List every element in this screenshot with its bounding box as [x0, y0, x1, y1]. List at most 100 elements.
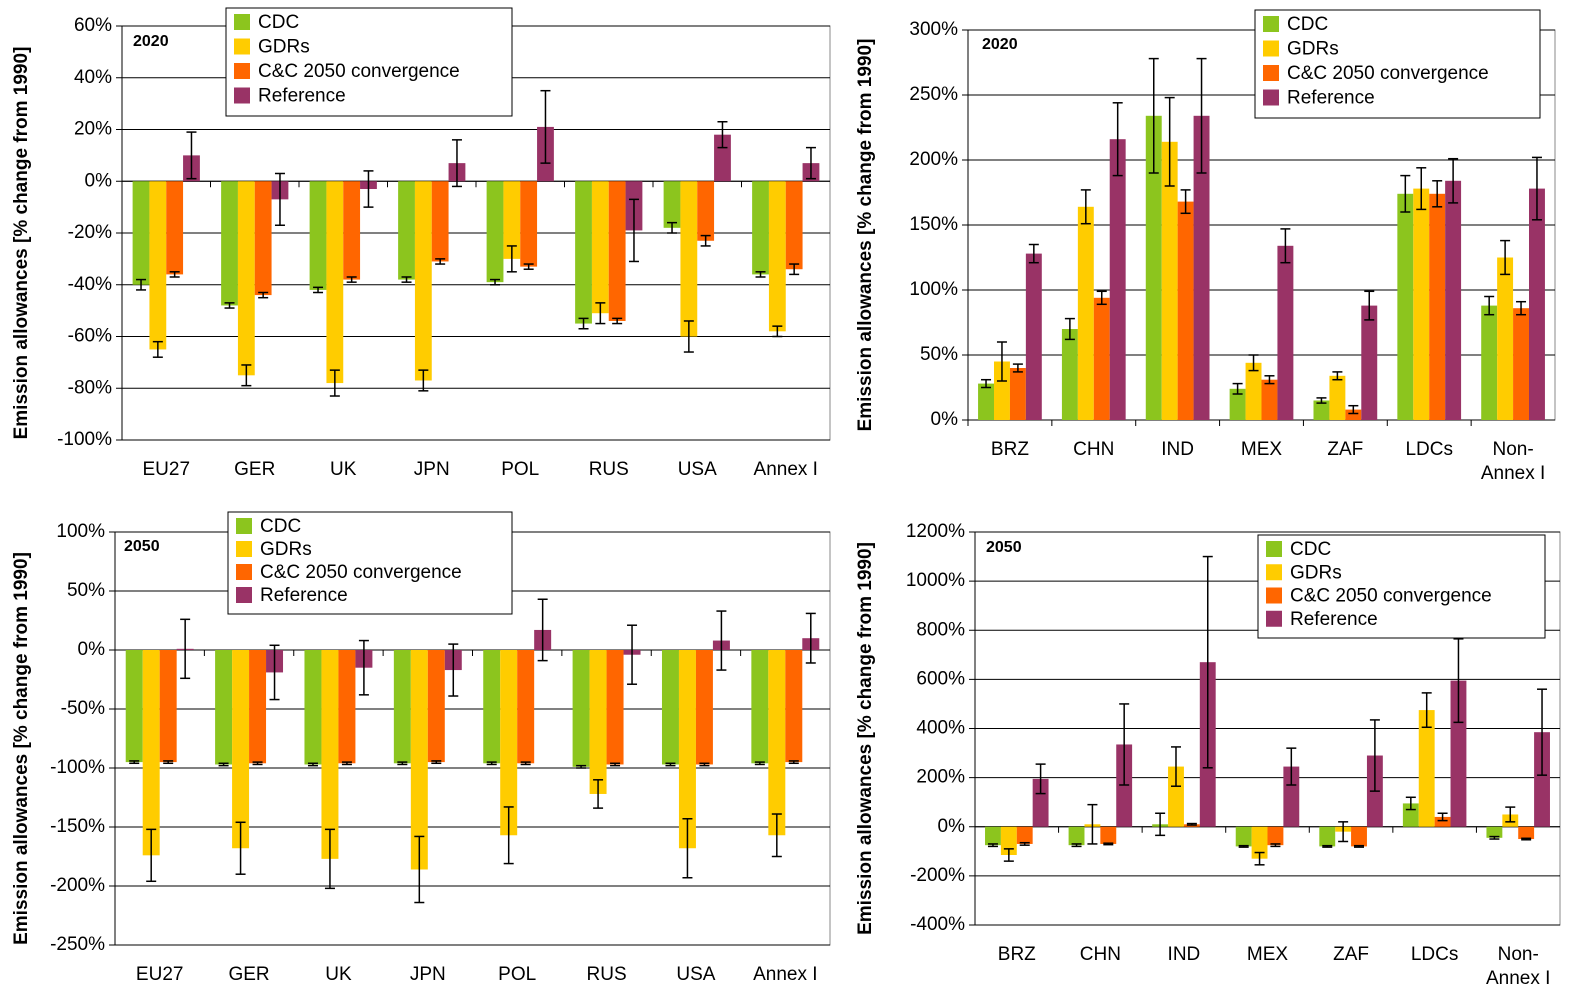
bar: [695, 650, 713, 765]
legend-label: C&C 2050 convergence: [258, 61, 460, 82]
error-bar: [1164, 96, 1175, 187]
y-axis-title: Emission allowances [% change from 1990]: [11, 552, 32, 945]
legend-label: GDRs: [260, 539, 312, 560]
bar: [1168, 766, 1184, 827]
legend-swatch: [236, 518, 252, 534]
bar: [985, 826, 1001, 846]
error-bar: [313, 286, 324, 294]
bar: [486, 181, 504, 283]
error-bar: [1180, 189, 1191, 215]
error-bar: [682, 817, 693, 879]
error-bar: [1071, 843, 1082, 848]
error-bar: [274, 172, 285, 226]
error-bar: [789, 263, 800, 276]
legend-swatch: [234, 63, 250, 79]
bar: [1145, 115, 1162, 421]
bar: [1429, 193, 1446, 420]
bar: [1235, 826, 1252, 847]
x-tick-label: BRZ: [990, 439, 1029, 460]
y-tick-label: -50%: [61, 698, 105, 719]
error-bar: [1489, 835, 1500, 840]
bar: [1397, 193, 1414, 420]
error-bar: [252, 761, 263, 766]
x-tick-label: RUS: [588, 459, 629, 480]
error-bar: [1264, 375, 1275, 385]
bar: [503, 181, 521, 259]
error-bar: [1531, 156, 1542, 221]
y-tick-label: 150%: [909, 214, 958, 235]
y-tick-label: -200%: [50, 875, 105, 896]
bar: [1513, 308, 1530, 420]
error-bar: [186, 131, 197, 180]
bar: [680, 181, 698, 337]
bar: [1534, 732, 1550, 827]
bar: [993, 361, 1010, 420]
bar: [483, 650, 501, 764]
x-tick-label: Non- Annex I: [1480, 439, 1546, 484]
error-bar: [258, 291, 269, 299]
legend-label: Reference: [258, 86, 346, 107]
x-tick-label: Non- Annex I: [1485, 944, 1551, 989]
error-bar: [717, 120, 728, 149]
bar: [714, 134, 731, 182]
legend-box: [1257, 534, 1546, 639]
error-bar: [1064, 317, 1075, 341]
legend-label: Reference: [260, 585, 348, 606]
error-bar: [772, 325, 783, 338]
error-bar: [1322, 844, 1333, 848]
bar: [1283, 766, 1300, 827]
error-bar: [1516, 300, 1527, 316]
error-bar: [169, 271, 180, 278]
error-bar: [754, 761, 765, 766]
error-bar: [431, 760, 442, 765]
legend-label: CDC: [1287, 14, 1328, 35]
y-tick-label: -100%: [57, 429, 112, 450]
error-bar: [1448, 157, 1459, 204]
error-bar: [307, 762, 318, 767]
bar: [149, 181, 167, 350]
error-bar: [448, 643, 459, 697]
x-tick-label: LDCs: [1410, 944, 1459, 965]
legend-swatch: [1266, 541, 1282, 557]
bar: [1100, 826, 1117, 844]
legend-label: GDRs: [1287, 39, 1339, 60]
bar: [1000, 826, 1017, 855]
bar: [678, 650, 696, 849]
bar: [215, 650, 233, 765]
error-bar: [486, 761, 497, 766]
error-bar: [358, 639, 369, 696]
error-bar: [180, 618, 191, 680]
annotation: 2020: [982, 36, 1018, 53]
error-bar: [451, 139, 462, 188]
legend-swatch: [1263, 65, 1279, 81]
bar: [575, 181, 592, 324]
error-bar: [1248, 354, 1259, 372]
error-bar: [503, 806, 514, 865]
error-bar: [1537, 688, 1548, 776]
error-bar: [683, 320, 694, 353]
error-bar: [540, 89, 551, 164]
bar: [1497, 257, 1514, 420]
x-tick-label: USA: [677, 459, 717, 480]
error-bar: [1421, 692, 1432, 729]
y-axis-title: Emission allowances [% change from 1990]: [855, 542, 876, 935]
y-tick-label: 1200%: [906, 521, 965, 542]
x-tick-label: UK: [325, 964, 352, 985]
bar: [1068, 826, 1085, 846]
bar: [326, 181, 344, 384]
bar: [1277, 245, 1294, 420]
y-tick-label: 800%: [916, 619, 965, 640]
error-bar: [1316, 397, 1327, 404]
annotation: 2020: [133, 33, 169, 50]
error-bar: [755, 271, 766, 278]
error-bar: [435, 258, 446, 265]
legend-label: GDRs: [1290, 562, 1342, 583]
legend-swatch: [1263, 40, 1279, 57]
x-tick-label: BRZ: [997, 944, 1036, 965]
error-bar: [341, 761, 352, 766]
error-bar: [1028, 243, 1039, 264]
y-tick-label: -60%: [68, 326, 112, 347]
error-bar: [1369, 719, 1380, 792]
error-bar: [576, 764, 587, 769]
error-bar: [136, 278, 147, 291]
